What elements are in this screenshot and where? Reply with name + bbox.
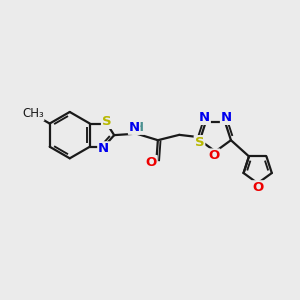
Text: CH₃: CH₃ [22,107,44,120]
Text: S: S [102,115,112,128]
Text: H: H [132,121,143,134]
Text: S: S [195,136,204,149]
Text: N: N [221,111,232,124]
Text: O: O [146,156,157,169]
Text: N: N [199,111,210,124]
Text: O: O [208,149,220,162]
Text: O: O [252,181,263,194]
Text: N: N [128,121,140,134]
Text: N: N [98,142,110,155]
